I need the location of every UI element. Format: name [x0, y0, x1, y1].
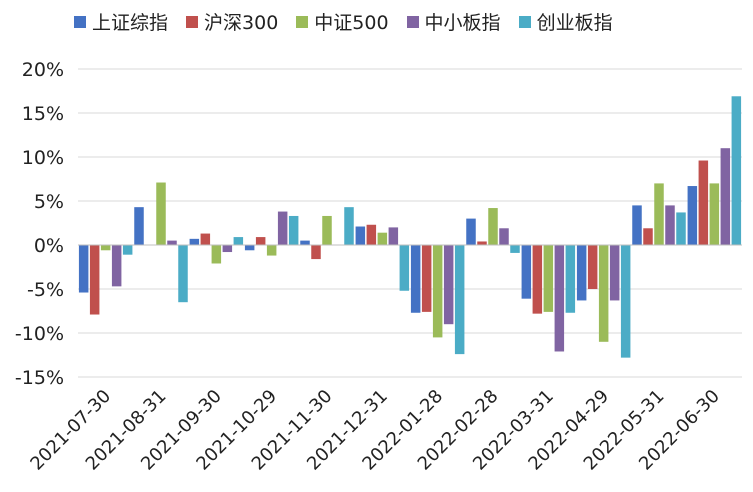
bar	[200, 233, 211, 245]
legend-swatch	[518, 15, 531, 28]
bar	[399, 245, 410, 291]
legend-item-csi300: 沪深300	[186, 8, 278, 35]
y-tick-label: -5%	[27, 279, 64, 301]
y-tick-label: 15%	[22, 103, 64, 125]
y-tick-label: 10%	[22, 147, 64, 169]
y-tick-label: -10%	[15, 323, 64, 345]
bar	[587, 245, 598, 289]
bar	[609, 245, 620, 301]
bar	[665, 205, 675, 245]
bar	[211, 245, 222, 264]
bar	[643, 228, 653, 245]
y-tick-label: 20%	[22, 59, 64, 81]
bar	[355, 226, 366, 245]
legend-swatch	[296, 15, 309, 28]
bar	[543, 245, 554, 312]
bar	[78, 245, 89, 293]
y-tick-label: 0%	[34, 235, 64, 257]
bar	[111, 245, 122, 287]
bar	[156, 182, 166, 245]
bar	[134, 207, 144, 245]
legend-label: 上证综指	[92, 12, 169, 34]
bar	[89, 245, 100, 315]
bar	[698, 160, 709, 245]
bar	[100, 245, 111, 251]
bar	[477, 241, 487, 245]
bar	[189, 238, 200, 245]
legend-item-csi500: 中证500	[296, 8, 389, 35]
y-tick-label: -15%	[15, 367, 64, 389]
legend-label: 沪深300	[204, 12, 279, 34]
legend-swatch	[406, 15, 419, 28]
legend-swatch	[186, 15, 199, 28]
bar	[731, 96, 742, 245]
bar	[366, 224, 377, 245]
bar	[167, 240, 177, 245]
bar	[178, 245, 188, 303]
bar	[454, 245, 465, 355]
bar	[222, 245, 233, 253]
bar	[122, 245, 133, 255]
bar	[410, 245, 421, 313]
legend-swatch	[74, 15, 86, 28]
bar	[620, 245, 631, 358]
bar	[532, 245, 543, 314]
bar	[255, 237, 266, 245]
y-tick-label: 5%	[34, 191, 64, 213]
bar	[421, 245, 432, 312]
bar	[300, 240, 310, 245]
legend-item-smeboard: 中小板指	[406, 8, 501, 35]
bar	[277, 211, 288, 245]
bar	[344, 207, 354, 245]
bar	[288, 215, 299, 245]
bar	[709, 183, 720, 245]
bar	[488, 208, 498, 245]
bar	[576, 245, 587, 301]
legend-item-chinext: 创业板指	[518, 8, 613, 35]
legend-item-shanghai: 上证综指	[74, 8, 168, 35]
legend-label: 中小板指	[424, 12, 501, 34]
bar	[432, 245, 443, 338]
bar	[322, 215, 332, 245]
bar	[388, 227, 399, 245]
legend-label: 中证500	[314, 12, 389, 34]
bar	[244, 245, 255, 251]
bar	[632, 205, 642, 245]
bar	[510, 245, 520, 253]
bar	[521, 245, 532, 299]
bar	[687, 186, 698, 245]
bar	[311, 245, 321, 260]
bar	[598, 245, 609, 342]
bar	[466, 218, 476, 245]
bar	[720, 148, 731, 245]
bar	[565, 245, 576, 313]
bar	[377, 232, 388, 245]
bar	[499, 228, 509, 245]
bar	[676, 212, 686, 245]
bar	[266, 245, 277, 256]
legend: 上证综指 沪深300 中证500 中小板指 创业板指	[74, 8, 613, 35]
bar	[233, 237, 244, 245]
bar	[554, 245, 565, 352]
legend-label: 创业板指	[536, 12, 613, 34]
bar	[443, 245, 454, 325]
bar	[654, 183, 664, 245]
